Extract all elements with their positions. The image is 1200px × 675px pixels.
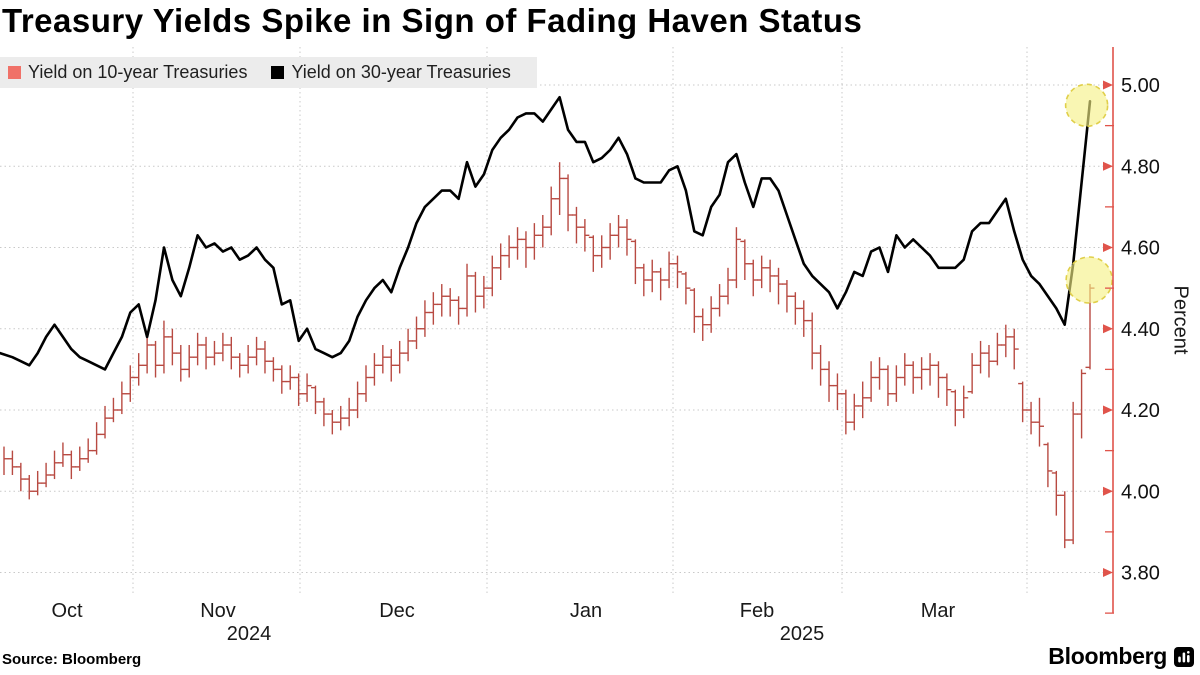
x-month-label: Jan xyxy=(570,600,602,622)
bloomberg-bar-chart-icon xyxy=(1174,646,1194,667)
legend-item-30yr: Yield on 30-year Treasuries xyxy=(271,62,511,83)
y-major-tick-arrow xyxy=(1103,324,1113,334)
y-tick-label: 5.00 xyxy=(1121,75,1160,97)
x-year-label: 2025 xyxy=(780,623,825,645)
y-tick-label: 4.60 xyxy=(1121,238,1160,260)
circle-highlight xyxy=(1064,83,1109,128)
series-10yr-bars xyxy=(3,162,1095,549)
circle-highlight xyxy=(1065,256,1113,304)
x-month-label: Oct xyxy=(51,600,83,622)
legend: Yield on 10-year Treasuries Yield on 30-… xyxy=(0,57,537,88)
x-axis-labels: Oct Nov Dec Jan Feb Mar 2024 2025 xyxy=(51,600,955,645)
y-major-tick-arrow xyxy=(1103,486,1113,496)
y-major-tick-arrow xyxy=(1103,80,1113,90)
y-tick-label: 4.40 xyxy=(1121,319,1160,341)
x-month-label: Mar xyxy=(921,600,956,622)
y-tick-label: 4.00 xyxy=(1121,481,1160,503)
y-major-tick-arrow xyxy=(1103,568,1113,577)
y-tick-label: 3.80 xyxy=(1121,563,1160,585)
y-major-tick-arrow xyxy=(1103,405,1113,415)
legend-marker-30yr-icon xyxy=(271,66,285,79)
x-month-label: Feb xyxy=(740,600,774,622)
page-title: Treasury Yields Spike in Sign of Fading … xyxy=(2,2,863,39)
highlight-circles xyxy=(1064,83,1113,304)
y-tick-label: 4.80 xyxy=(1121,156,1160,178)
grid xyxy=(0,47,1113,595)
y-axis-title: Percent xyxy=(1169,285,1192,355)
legend-label-10yr: Yield on 10-year Treasuries xyxy=(28,62,248,82)
x-month-label: Dec xyxy=(379,600,415,622)
right-axis: 5.00 4.80 4.60 4.40 4.20 4.00 3.80 xyxy=(1103,47,1160,614)
y-major-tick-arrow xyxy=(1103,161,1113,171)
source-note: Source: Bloomberg xyxy=(2,651,142,668)
legend-item-10yr: Yield on 10-year Treasuries xyxy=(8,62,247,83)
legend-marker-10yr-icon xyxy=(8,66,21,79)
legend-label-30yr: Yield on 30-year Treasuries xyxy=(291,62,511,82)
y-major-tick-arrow xyxy=(1103,243,1113,252)
series-30yr-line xyxy=(0,95,1092,371)
y-tick-label: 4.20 xyxy=(1121,400,1160,422)
bloomberg-logo: Bloomberg xyxy=(1048,643,1194,670)
bloomberg-wordmark: Bloomberg xyxy=(1048,643,1167,669)
x-year-label: 2024 xyxy=(227,623,272,645)
x-month-label: Nov xyxy=(200,600,236,622)
